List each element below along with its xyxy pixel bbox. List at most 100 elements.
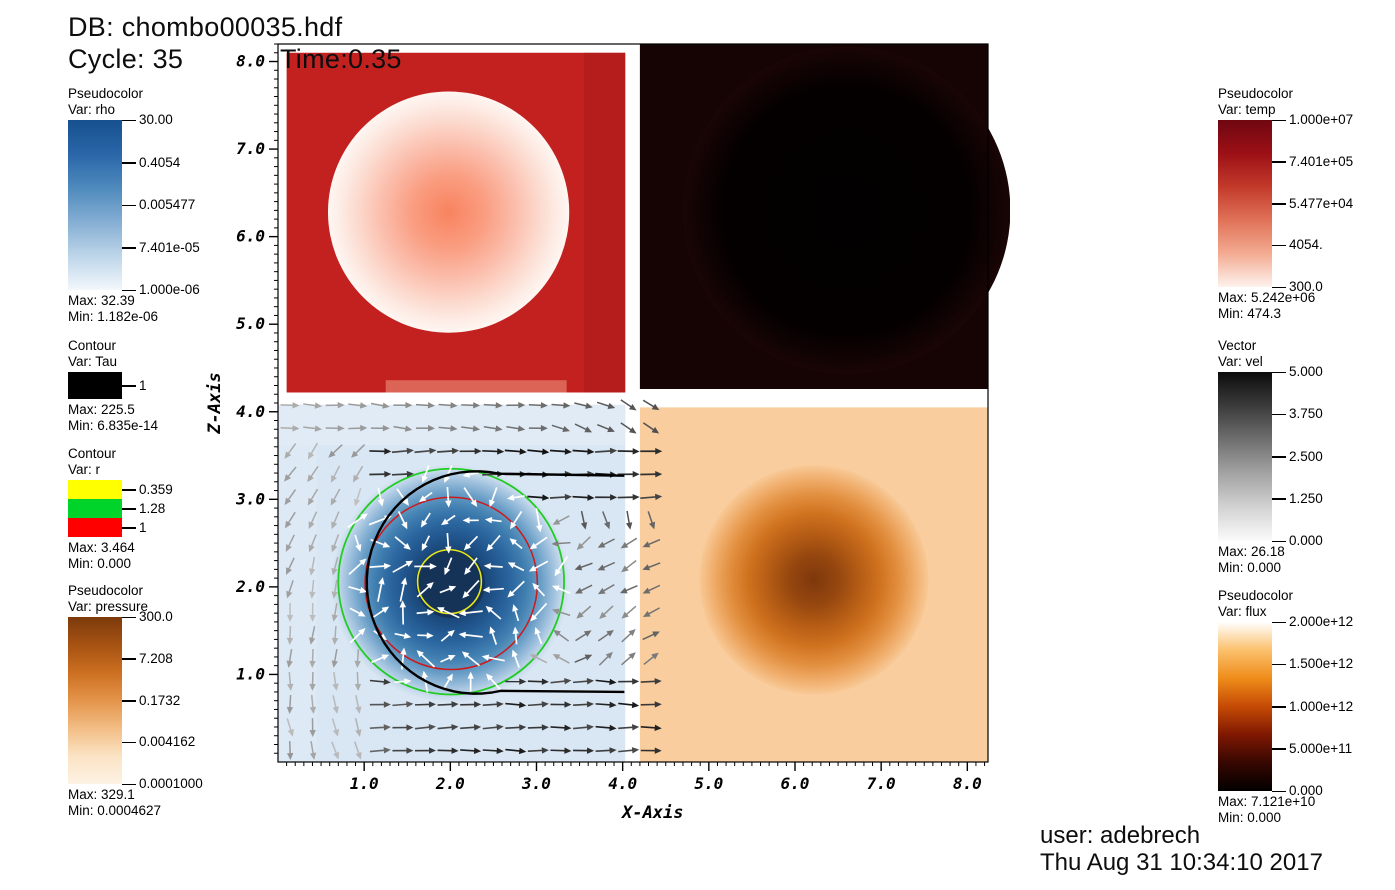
axes: 1.0 1.0 2.0 2.0 3.0 3.0 4.0 4.0 5.0 5.0 6.0 6.0 7.0 7…	[205, 43, 989, 823]
vector-arrow-head	[564, 677, 572, 685]
vector-arrow-head	[472, 425, 481, 432]
vector-arrow-head	[331, 521, 338, 530]
vector-arrow-head	[486, 673, 494, 681]
vector-arrow-head	[496, 724, 504, 731]
vector-arrow-head	[352, 474, 360, 483]
vector-arrow-head	[405, 560, 414, 567]
time-label: Time:0.35	[280, 44, 402, 74]
z-tick-label: 7.0	[236, 139, 265, 158]
vector-arrow-head	[421, 543, 428, 551]
swatch-tick: 0.359	[122, 482, 173, 498]
vector-arrow-head	[586, 747, 595, 754]
vector-arrow-head	[421, 670, 428, 679]
tick-dash	[1272, 161, 1286, 163]
vector-arrow-head	[448, 585, 457, 592]
vector-arrow-head	[353, 498, 361, 507]
vector-arrow-head	[400, 577, 408, 585]
vector-arrow-head	[451, 724, 459, 731]
vector-arrow-head	[473, 402, 481, 409]
shade-patch	[385, 380, 567, 393]
vector-arrow-head	[292, 402, 300, 409]
vector-arrow-head	[332, 683, 339, 691]
vector-arrow-head	[552, 585, 560, 592]
vector-arrow-head	[445, 500, 452, 508]
x-tick-label: 4.0	[608, 774, 637, 793]
vector-arrow-head	[428, 747, 437, 754]
legend-min: Min: 0.000	[1218, 559, 1282, 575]
vector-arrow-shaft	[377, 580, 383, 602]
colorbar-wrap: 30.00 0.4054 0.005477 7.401e-05 1.000e-06	[68, 112, 278, 297]
legend-max: Max: 26.18	[1218, 544, 1285, 559]
vector-arrow-head	[450, 402, 458, 409]
tick-label: 300.0	[1289, 279, 1323, 294]
colorbar-tick: 1.000e+07	[1272, 112, 1353, 128]
legend-plot-type: Pseudocolor	[68, 583, 144, 598]
colorbar-tick: 2.000e+12	[1272, 614, 1353, 630]
vector-arrow-head	[418, 495, 427, 503]
legend-pressure: Pseudocolor Var: pressure 300.0 7.208 0.1732…	[68, 583, 278, 818]
vector-arrow-head	[632, 471, 640, 478]
colorbar-tick: 0.1732	[122, 693, 180, 709]
vector-arrow-head	[518, 401, 526, 409]
tick-label: 2.000e+12	[1289, 614, 1354, 629]
vector-arrow-head	[562, 425, 571, 433]
shade-patch	[278, 404, 626, 446]
vector-arrow-head	[309, 614, 316, 622]
vector-arrow-head	[441, 518, 449, 526]
vector-arrow-head	[584, 654, 593, 661]
z-tick-label: 4.0	[236, 402, 265, 421]
legend-min: Min: 6.835e-14	[68, 417, 159, 433]
vector-arrow-head	[384, 470, 392, 478]
vector-arrow-head	[621, 565, 629, 573]
vector-arrow-head	[401, 521, 408, 530]
tick-dash	[1272, 621, 1286, 624]
contour-swatch	[68, 480, 122, 499]
vector-arrow-head	[632, 448, 640, 455]
vector-arrow-head	[286, 637, 294, 645]
plot-canvas[interactable]: 1.0 1.0 2.0 2.0 3.0 3.0 4.0 4.0 5.0 5.0 6.0 6.0 7.0 7…	[200, 28, 1010, 858]
vector-arrow-head	[308, 637, 316, 645]
z-tick-label: 2.0	[235, 577, 265, 596]
tick-label: 0.000	[1289, 533, 1323, 548]
vector-arrow-head	[620, 541, 629, 549]
vector-arrow-head	[599, 611, 607, 619]
legend-var-label: Var: flux	[1218, 603, 1267, 619]
date-label: Thu Aug 31 10:34:10 2017	[1040, 849, 1323, 876]
vector-arrow-head	[286, 706, 294, 715]
legend-plot-type: Pseudocolor	[1218, 86, 1294, 101]
vector-arrow-head	[462, 517, 470, 524]
tick-label: 0.004162	[139, 734, 196, 750]
colorbar-tick: 2.500	[1272, 449, 1323, 465]
tick-label: 7.208	[139, 650, 173, 666]
tick-label: 0.005477	[139, 197, 196, 212]
swatch-tick: 1	[122, 378, 147, 394]
vector-arrow-head	[462, 471, 471, 478]
vector-arrow-head	[404, 425, 413, 432]
vector-arrow-head	[285, 544, 292, 552]
vector-arrow-head	[406, 747, 414, 754]
vector-arrow-head	[654, 493, 663, 501]
colorbar-tick: 4054.	[1272, 237, 1323, 253]
vector-arrow-head	[405, 401, 413, 409]
vector-arrow-head	[420, 519, 428, 528]
vector-arrow-head	[467, 671, 474, 679]
vector-arrow-head	[357, 610, 366, 617]
vector-arrow-head	[528, 565, 537, 572]
vector-arrow-head	[485, 605, 494, 613]
vector-arrow-head	[309, 591, 316, 599]
vector-arrow-head	[536, 524, 543, 533]
vector-arrow-head	[332, 706, 339, 714]
vector-arrow-head	[360, 424, 368, 432]
vector-arrow-head	[309, 730, 316, 738]
vector-arrow-head	[631, 701, 640, 709]
colorbar-tick: 0.000	[1272, 783, 1323, 799]
colorbar-tick: 0.0001000	[122, 776, 203, 792]
vector-arrow-head	[632, 678, 640, 685]
vector-arrow-head	[331, 591, 338, 599]
tick-dash	[122, 700, 136, 702]
tick-label: 1	[139, 377, 147, 393]
pressure-blob	[699, 465, 929, 695]
vector-arrow-head	[331, 614, 338, 622]
vector-arrow-head	[519, 701, 527, 709]
legend-temp: Pseudocolor Var: temp 1.000e+07 7.401e+05 5.…	[1218, 86, 1395, 321]
